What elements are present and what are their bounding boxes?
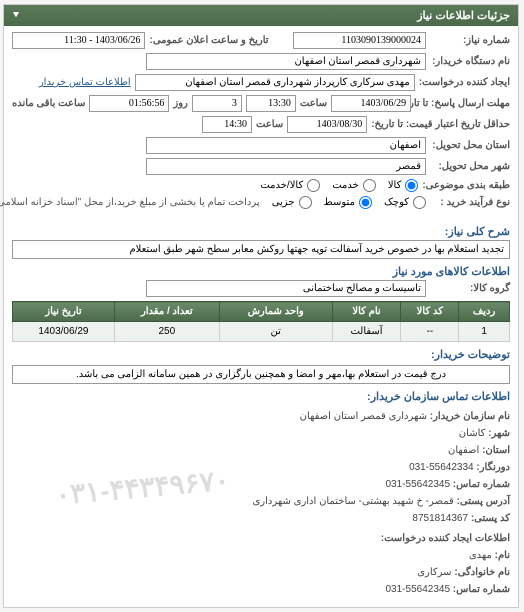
- price-valid-label: حداقل تاریخ اعتبار قیمت: تا تاریخ:: [372, 119, 511, 130]
- name-value: مهدی: [470, 550, 493, 561]
- td-code: --: [402, 322, 460, 342]
- subject-kala-radio[interactable]: کالا: [381, 179, 420, 192]
- phone-label: شماره تماس:: [454, 479, 511, 490]
- days-input[interactable]: [193, 95, 243, 112]
- device-label: نام دستگاه خریدار:: [431, 56, 511, 67]
- th-name: نام کالا: [333, 302, 402, 322]
- city-input[interactable]: [147, 158, 427, 175]
- td-date: 1403/06/29: [14, 322, 116, 342]
- subject-both-radio[interactable]: کالا/خدمت: [253, 179, 321, 192]
- name-label: نام:: [496, 550, 511, 561]
- buy-small-radio[interactable]: کوچک: [377, 196, 427, 209]
- days-label: روز: [174, 98, 189, 109]
- req-phone-value: 55642345-031: [386, 584, 451, 595]
- td-unit: تن: [220, 322, 333, 342]
- table-header-row: ردیف کد کالا نام کالا واحد شمارش تعداد /…: [14, 302, 511, 322]
- td-name: آسفالت: [333, 322, 402, 342]
- province-input[interactable]: [147, 137, 427, 154]
- goods-table: ردیف کد کالا نام کالا واحد شمارش تعداد /…: [13, 301, 511, 342]
- req-phone-label: شماره تماس:: [454, 584, 511, 595]
- phone-value: 55642345-031: [386, 479, 451, 490]
- deadline-date-input[interactable]: [332, 95, 412, 112]
- desc-title: شرح کلی نیاز:: [13, 225, 511, 238]
- th-qty: تعداد / مقدار: [115, 302, 220, 322]
- buy-type-label: نوع فرآیند خرید :: [431, 197, 511, 208]
- buy-medium-radio[interactable]: متوسط: [317, 196, 373, 209]
- need-details-panel: جزئیات اطلاعات نیاز ⯆ شماره نیاز: تاریخ …: [4, 4, 520, 608]
- remain-input[interactable]: [90, 95, 170, 112]
- announce-label: تاریخ و ساعت اعلان عمومی:: [150, 35, 269, 46]
- table-row: 1 -- آسفالت تن 250 1403/06/29: [14, 322, 511, 342]
- family-label: نام خانوادگی:: [455, 567, 511, 578]
- c-city-label: شهر:: [489, 428, 511, 439]
- time-label-1: ساعت: [301, 98, 328, 109]
- th-row: ردیف: [460, 302, 511, 322]
- req-creator-title: اطلاعات ایجاد کننده درخواست:: [382, 533, 511, 544]
- subject-type-label: طبقه بندی موضوعی:: [423, 180, 511, 191]
- main-fields: شماره نیاز: تاریخ و ساعت اعلان عمومی: نا…: [5, 26, 519, 219]
- city-label: شهر محل تحویل:: [431, 161, 511, 172]
- desc-box: تجدید استعلام بها در خصوص خرید آسفالت تو…: [13, 240, 511, 259]
- subject-service-radio[interactable]: خدمت: [325, 179, 377, 192]
- address-label: آدرس پستی:: [458, 496, 511, 507]
- postal-value: 8751814367: [413, 513, 469, 524]
- buy-note: پرداخت تمام یا بخشی از مبلغ خرید،از محل …: [0, 197, 261, 208]
- fax-label: دورنگار:: [477, 462, 511, 473]
- device-input[interactable]: [147, 53, 427, 70]
- td-row: 1: [460, 322, 511, 342]
- price-valid-time-input[interactable]: [203, 116, 253, 133]
- creator-input[interactable]: [136, 74, 416, 91]
- panel-title: جزئیات اطلاعات نیاز: [418, 9, 511, 22]
- panel-header: جزئیات اطلاعات نیاز ⯆: [5, 5, 519, 26]
- deadline-time-input[interactable]: [247, 95, 297, 112]
- price-valid-date-input[interactable]: [288, 116, 368, 133]
- contact-title: اطلاعات تماس سازمان خریدار:: [13, 390, 511, 403]
- c-city-value: کاشان: [460, 428, 487, 439]
- c-province-label: استان:: [483, 445, 511, 456]
- postal-label: کد پستی:: [472, 513, 511, 524]
- contact-link[interactable]: اطلاعات تماس خریدار: [40, 77, 132, 88]
- th-code: کد کالا: [402, 302, 460, 322]
- province-label: استان محل تحویل:: [431, 140, 511, 151]
- buyer-note-title: توضیحات خریدار:: [13, 348, 511, 361]
- family-value: سرکاری: [418, 567, 452, 578]
- address-value: قمصر- خ شهید بهشتی- ساختمان اداری شهردار…: [253, 496, 454, 507]
- group-label: گروه کالا:: [431, 283, 511, 294]
- time-label-2: ساعت: [257, 119, 284, 130]
- deadline-label: مهلت ارسال پاسخ: تا تاریخ:: [416, 98, 511, 109]
- fax-value: 55642334-031: [410, 462, 475, 473]
- org-value: شهرداری قمصر استان اصفهان: [301, 411, 428, 422]
- buyer-note-box: درج قیمت در استعلام بها،مهر و امضا و همچ…: [13, 365, 511, 384]
- buy-partial-radio[interactable]: جزیی: [265, 196, 313, 209]
- c-province-value: اصفهان: [449, 445, 480, 456]
- need-no-label: شماره نیاز:: [431, 35, 511, 46]
- td-qty: 250: [115, 322, 220, 342]
- need-no-input[interactable]: [294, 32, 427, 49]
- collapse-icon[interactable]: ⯆: [13, 10, 21, 21]
- remain-label: ساعت باقی مانده: [13, 98, 86, 109]
- contact-section: ۰۳۱-۴۴۳۴۹۶۷۰ نام سازمان خریدار: شهرداری …: [5, 405, 519, 607]
- creator-label: ایجاد کننده درخواست:: [420, 77, 511, 88]
- org-label: نام سازمان خریدار:: [431, 411, 511, 422]
- announce-input[interactable]: [13, 32, 146, 49]
- th-date: تاریخ نیاز: [14, 302, 116, 322]
- group-input[interactable]: [147, 280, 427, 297]
- th-unit: واحد شمارش: [220, 302, 333, 322]
- goods-title: اطلاعات کالاهای مورد نیاز: [13, 265, 511, 278]
